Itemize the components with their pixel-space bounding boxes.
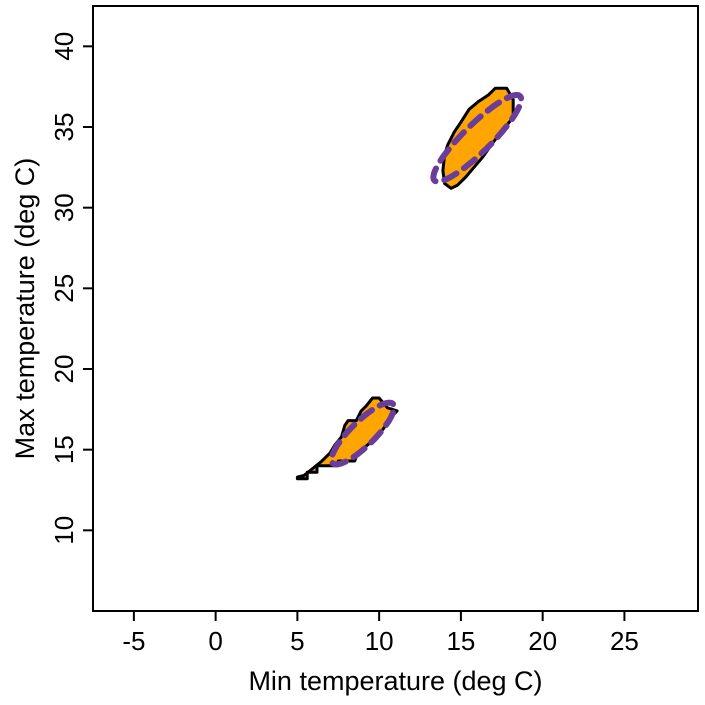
regions-layer: [295, 86, 525, 481]
ellipse-region-2: [430, 92, 525, 185]
y-axis: 10 15 20 25 30 35 40: [49, 32, 93, 545]
contour-region-1: [295, 396, 399, 481]
y-tick-label: 20: [49, 355, 79, 384]
x-tick-label: 20: [528, 626, 557, 656]
x-axis-title: Min temperature (deg C): [248, 666, 542, 696]
y-tick-label: 40: [49, 32, 79, 61]
y-tick-label: 15: [49, 435, 79, 464]
x-tick-label: 5: [290, 626, 304, 656]
y-tick-label: 30: [49, 193, 79, 222]
y-tick-label: 25: [49, 274, 79, 303]
x-axis: -5 0 5 10 15 20 25: [122, 611, 639, 656]
ellipse-region-1: [328, 399, 398, 468]
plot-frame: [92, 5, 699, 612]
x-tick-label: 15: [446, 626, 475, 656]
x-tick-label: 25: [610, 626, 639, 656]
y-tick-label: 10: [49, 516, 79, 545]
x-tick-label: -5: [122, 626, 145, 656]
x-tick-label: 10: [365, 626, 394, 656]
y-tick-label: 35: [49, 113, 79, 142]
y-axis-title: Max temperature (deg C): [10, 158, 40, 460]
x-tick-label: 0: [208, 626, 222, 656]
